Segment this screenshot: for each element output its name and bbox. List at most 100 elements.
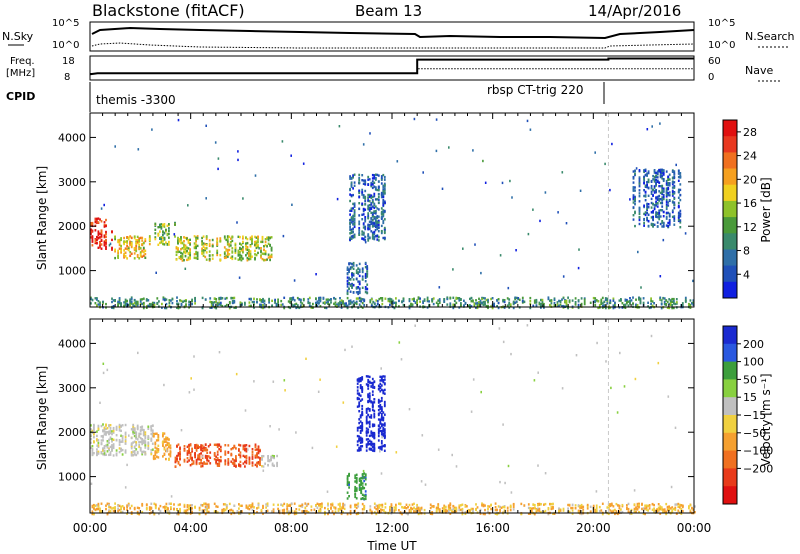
data-cell [350, 221, 353, 224]
data-cell [103, 241, 106, 244]
data-cell [638, 218, 641, 222]
data-cell [655, 184, 657, 187]
data-cell [185, 304, 187, 307]
data-cell [377, 439, 380, 442]
data-cell [148, 508, 151, 511]
data-cell [669, 302, 672, 305]
data-cell [428, 300, 430, 303]
data-cell [574, 504, 577, 507]
data-cell [595, 504, 598, 507]
data-cell [265, 503, 267, 506]
data-cell [358, 268, 361, 271]
data-cell [677, 169, 680, 173]
data-cell [666, 300, 669, 304]
data-cell [173, 233, 176, 236]
data-cell [287, 300, 290, 303]
data-cell [138, 440, 141, 444]
data-cell [130, 302, 133, 305]
data-cell [154, 454, 157, 457]
data-cell [123, 249, 125, 252]
data-cell [224, 305, 227, 308]
data-cell [126, 508, 128, 512]
data-cell [365, 407, 368, 411]
data-cell [600, 509, 603, 512]
data-cell [135, 437, 138, 440]
data-cell [447, 507, 450, 511]
data-cell [656, 510, 658, 513]
data-cell [141, 438, 144, 441]
data-cell [594, 304, 597, 307]
data-cell [90, 230, 92, 234]
data-cell [229, 256, 232, 259]
data-cell [461, 509, 464, 512]
data-cell [491, 306, 494, 310]
data-cell [99, 244, 101, 247]
data-cell [361, 193, 364, 196]
data-cell [327, 504, 329, 507]
data-cell [216, 450, 219, 453]
data-cell [399, 511, 402, 514]
data-cell [177, 443, 180, 446]
data-cell [124, 438, 127, 441]
data-cell [361, 230, 364, 233]
data-cell [242, 462, 245, 465]
data-cell [195, 460, 198, 463]
data-cell [653, 503, 655, 507]
data-cell [382, 195, 385, 199]
data-cell [667, 175, 670, 179]
data-cell [183, 243, 185, 246]
data-cell [349, 228, 351, 231]
data-cell [255, 243, 258, 246]
data-cell [366, 272, 369, 276]
data-cell [218, 301, 221, 304]
data-cell [490, 305, 492, 308]
data-cell [100, 442, 103, 445]
data-cell [634, 186, 636, 189]
data-cell [361, 270, 364, 274]
data-cell [660, 506, 663, 509]
data-cell [195, 449, 198, 452]
data-cell [653, 302, 655, 305]
data-cell [91, 235, 94, 238]
data-cell [379, 406, 382, 409]
data-cell [668, 215, 671, 218]
data-cell [379, 447, 382, 450]
data-cell [264, 258, 267, 262]
data-cell [249, 236, 252, 239]
data-cell [201, 456, 204, 460]
data-cell [176, 459, 178, 462]
data-cell [91, 445, 94, 448]
data-cell [238, 449, 240, 452]
data-cell [496, 513, 498, 516]
data-cell [383, 375, 386, 378]
data-cell [215, 460, 218, 464]
data-cell [346, 279, 349, 283]
data-cell [353, 184, 356, 187]
data-cell [348, 486, 350, 489]
data-cell [647, 301, 649, 304]
data-cell [614, 303, 616, 307]
data-cell [367, 413, 370, 417]
data-cell [130, 428, 133, 431]
data-cell [188, 443, 190, 447]
data-cell [479, 512, 482, 515]
data-cell [260, 300, 263, 303]
data-cell [183, 460, 186, 463]
data-cell [429, 506, 432, 510]
data-cell [127, 247, 130, 250]
data-cell [99, 218, 101, 221]
data-cell [97, 221, 100, 224]
data-cell [91, 451, 94, 454]
data-cell [217, 167, 219, 171]
data-cell [383, 184, 386, 187]
data-cell [200, 465, 202, 468]
data-cell [365, 422, 368, 425]
data-cell [144, 249, 147, 252]
data-cell [350, 235, 353, 238]
data-cell [195, 448, 198, 451]
data-cell [377, 215, 380, 218]
data-cell [108, 503, 110, 507]
data-cell [356, 386, 359, 389]
data-cell [330, 503, 332, 506]
data-cell [105, 507, 107, 511]
